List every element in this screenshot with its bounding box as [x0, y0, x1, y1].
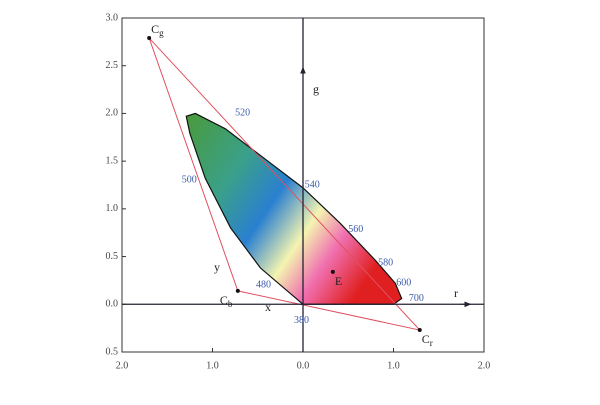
- point: [147, 36, 152, 41]
- wavelength-label: 600: [396, 278, 411, 289]
- axis-label-g: g: [313, 82, 319, 96]
- axis-label-y: y: [214, 260, 220, 274]
- point-label-main: C: [220, 293, 228, 307]
- wavelength-label: 540: [305, 179, 320, 190]
- point-label: Cr: [422, 332, 433, 348]
- y-tick-label: 0.0: [106, 299, 119, 310]
- y-tick-label: 0.5: [106, 346, 119, 357]
- point-label-sub: g: [159, 28, 164, 38]
- wavelength-label: 480: [256, 279, 271, 290]
- primary-triangle: [148, 37, 422, 331]
- point: [235, 288, 240, 293]
- wavelength-label: 520: [235, 108, 250, 119]
- point-label-main: C: [151, 22, 159, 36]
- x-tick-label: 0.0: [297, 360, 310, 371]
- point-label: E: [335, 274, 342, 288]
- wavelength-label: 700: [409, 293, 424, 304]
- wavelength-label: 580: [378, 258, 393, 269]
- y-tick-label: 2.5: [106, 60, 119, 71]
- axis-label-r: r: [454, 286, 458, 300]
- y-tick-label: 1.5: [106, 155, 119, 166]
- point-label-sub: b: [228, 299, 233, 309]
- x-tick-label: 1.0: [206, 360, 219, 371]
- wavelength-label: 380: [294, 315, 309, 326]
- wavelength-label: 500: [182, 175, 197, 186]
- point: [330, 269, 335, 274]
- wavelength-label: 560: [348, 224, 363, 235]
- point-label-main: C: [422, 332, 430, 346]
- y-tick-label: 3.0: [106, 12, 119, 23]
- axis-label-x: x: [265, 300, 271, 314]
- point-label-sub: r: [430, 338, 433, 348]
- x-tick-label: 2.0: [116, 360, 129, 371]
- point: [417, 328, 422, 333]
- y-tick-label: 2.0: [106, 108, 119, 119]
- spectral-locus: [185, 112, 403, 305]
- x-tick-label: 2.0: [478, 360, 491, 371]
- y-tick-label: 1.0: [106, 203, 119, 214]
- y-tick-label: 0.5: [106, 251, 119, 262]
- point-label-main: E: [335, 274, 342, 288]
- point-label: Cg: [151, 22, 164, 38]
- x-tick-label: 1.0: [387, 360, 400, 371]
- point-label: Cb: [220, 293, 233, 309]
